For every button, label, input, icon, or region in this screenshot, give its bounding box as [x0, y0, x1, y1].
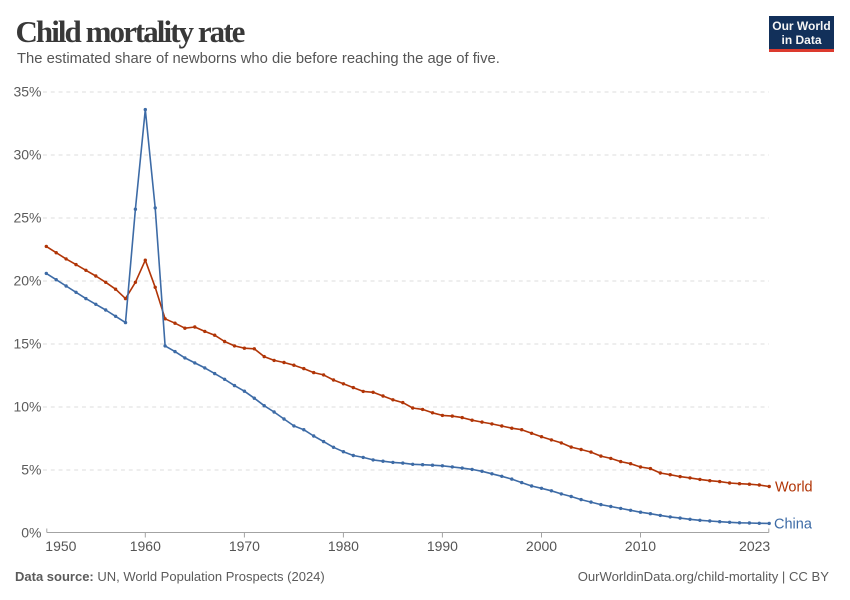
svg-text:1970: 1970 — [229, 538, 260, 554]
svg-text:0%: 0% — [21, 525, 41, 541]
svg-text:2010: 2010 — [625, 538, 656, 554]
svg-text:1960: 1960 — [130, 538, 161, 554]
svg-text:2000: 2000 — [526, 538, 557, 554]
svg-text:2023: 2023 — [739, 538, 770, 554]
svg-text:1990: 1990 — [427, 538, 458, 554]
svg-text:1950: 1950 — [45, 538, 76, 554]
svg-text:25%: 25% — [13, 210, 41, 226]
svg-text:10%: 10% — [13, 399, 41, 415]
svg-text:1980: 1980 — [328, 538, 359, 554]
svg-text:30%: 30% — [13, 147, 41, 163]
svg-text:China: China — [774, 517, 813, 533]
svg-text:20%: 20% — [13, 273, 41, 289]
svg-text:World: World — [775, 480, 813, 496]
svg-text:35%: 35% — [13, 84, 41, 100]
svg-text:5%: 5% — [21, 462, 41, 478]
svg-text:15%: 15% — [13, 336, 41, 352]
